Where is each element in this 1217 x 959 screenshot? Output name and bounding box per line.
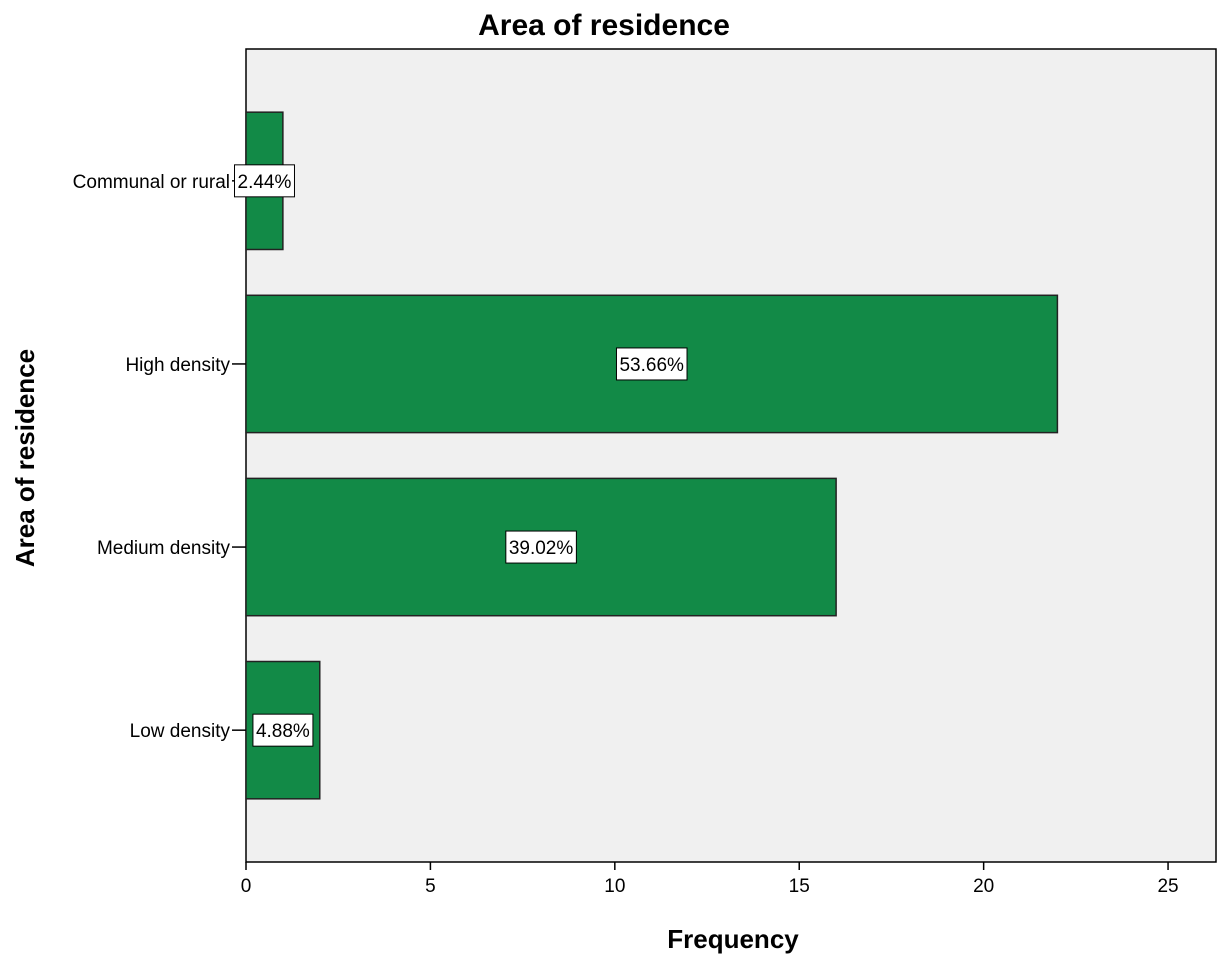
data-label: 39.02% <box>505 530 577 564</box>
x-tick-label: 25 <box>1157 876 1178 897</box>
chart-title: Area of residence <box>478 9 730 42</box>
x-tick-label: 5 <box>425 876 436 897</box>
plot-area <box>245 48 1217 863</box>
y-tick-label: Communal or rural <box>73 172 230 193</box>
data-labels-group: 2.44% 53.66% 39.02% 4.88% <box>234 164 688 747</box>
y-axis-ticks: Communal or rural High density Medium dens… <box>73 172 246 742</box>
data-label-box <box>615 347 688 381</box>
x-tick-label: 15 <box>789 876 810 897</box>
y-tick-label: Medium density <box>97 538 231 559</box>
data-label-text: 2.44% <box>238 172 292 193</box>
data-label-box <box>252 713 314 747</box>
x-tick-label: 20 <box>973 876 994 897</box>
data-label: 4.88% <box>252 713 314 747</box>
y-tick-label: High density <box>125 355 230 376</box>
data-label-text: 53.66% <box>619 355 684 376</box>
x-axis-title: Frequency <box>667 924 799 954</box>
data-label-box <box>234 164 295 198</box>
y-tick-label: Low density <box>130 721 231 742</box>
x-tick-label: 10 <box>604 876 625 897</box>
x-axis-ticks: 0 5 10 15 20 25 <box>241 862 1179 897</box>
data-label-box <box>505 530 577 564</box>
data-label-text: 39.02% <box>509 538 574 559</box>
data-label: 2.44% <box>234 164 295 198</box>
y-axis-title: Area of residence <box>10 349 40 567</box>
data-label-text: 4.88% <box>256 721 310 742</box>
x-tick-label: 0 <box>241 876 252 897</box>
data-label: 53.66% <box>615 347 688 381</box>
